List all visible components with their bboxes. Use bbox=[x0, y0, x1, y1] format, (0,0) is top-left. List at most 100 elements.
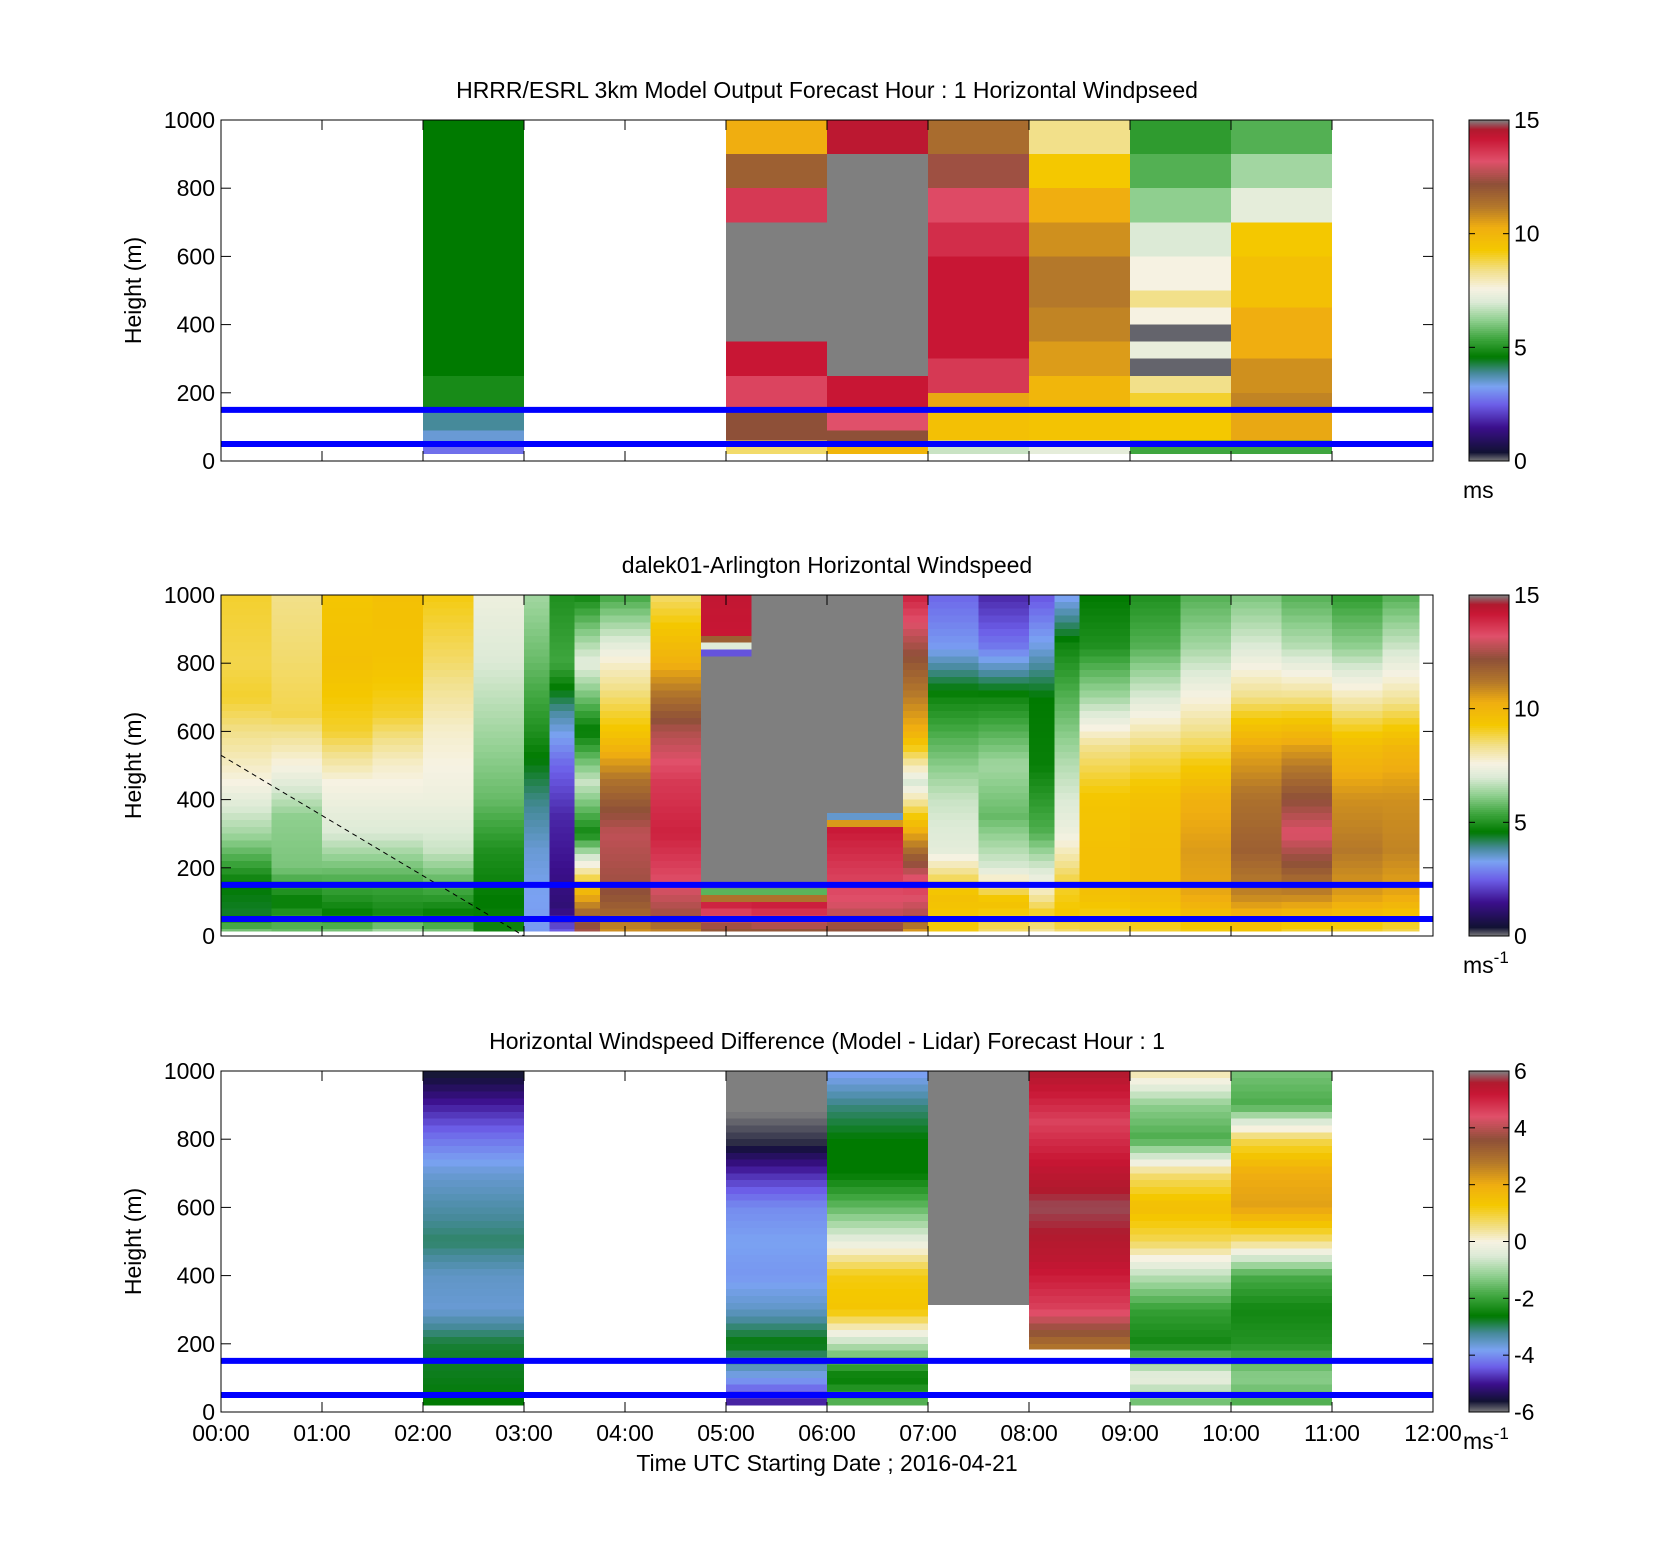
heatmap-cell bbox=[1054, 874, 1080, 882]
heatmap-cell bbox=[1382, 745, 1420, 753]
x-tick-label: 10:00 bbox=[1202, 1420, 1260, 1446]
heatmap-cell bbox=[726, 1323, 827, 1331]
heatmap-cell bbox=[524, 895, 550, 903]
heatmap-cell bbox=[928, 1193, 1029, 1202]
heatmap-cell bbox=[1130, 1323, 1231, 1331]
colorbar-segment bbox=[1469, 1189, 1509, 1192]
heatmap-cell bbox=[726, 154, 827, 189]
heatmap-cell bbox=[700, 683, 752, 691]
y-tick-label: 400 bbox=[177, 312, 215, 338]
heatmap-cell bbox=[1130, 1111, 1231, 1120]
heatmap-cell bbox=[1130, 392, 1231, 410]
heatmap-cell bbox=[271, 929, 322, 932]
heatmap-cell bbox=[1281, 615, 1332, 623]
heatmap-cell bbox=[271, 710, 322, 719]
heatmap-cell bbox=[1332, 690, 1383, 698]
y-tick-label: 1000 bbox=[164, 1058, 215, 1084]
heatmap-cell bbox=[751, 738, 827, 746]
colorbar-segment bbox=[1469, 358, 1509, 362]
heatmap-cell bbox=[751, 813, 827, 821]
heatmap-cell bbox=[978, 854, 1029, 862]
heatmap-cell bbox=[1231, 670, 1282, 678]
colorbar-segment bbox=[1469, 362, 1509, 366]
heatmap-cell bbox=[650, 601, 701, 610]
colorbar-segment bbox=[1469, 923, 1509, 927]
heatmap-cell bbox=[1231, 929, 1282, 932]
colorbar-segment bbox=[1469, 206, 1509, 209]
colorbar-segment bbox=[1469, 1107, 1509, 1110]
heatmap-cell bbox=[1029, 1289, 1130, 1297]
heatmap-cell bbox=[423, 1139, 524, 1147]
heatmap-cell bbox=[599, 799, 651, 807]
heatmap-cell bbox=[549, 629, 575, 637]
heatmap-cell bbox=[574, 690, 600, 698]
heatmap-cell bbox=[1130, 1336, 1231, 1345]
colorbar-segment bbox=[1469, 304, 1509, 308]
heatmap-cell bbox=[1130, 1186, 1231, 1195]
heatmap-cell bbox=[1054, 635, 1080, 644]
heatmap-cell bbox=[1054, 642, 1080, 651]
colorbar-segment bbox=[1469, 651, 1509, 654]
heatmap-cell bbox=[372, 820, 423, 828]
heatmap-cell bbox=[1332, 772, 1383, 780]
heatmap-cell bbox=[1079, 724, 1130, 732]
heatmap-cell bbox=[928, 656, 979, 664]
colorbar-segment bbox=[1469, 1295, 1509, 1299]
heatmap-cell bbox=[1231, 608, 1282, 616]
heatmap-cell bbox=[372, 629, 423, 637]
heatmap-cell bbox=[827, 1248, 928, 1256]
heatmap-cell bbox=[928, 615, 979, 623]
colorbar-segment bbox=[1469, 432, 1509, 436]
heatmap-cell bbox=[978, 779, 1029, 787]
heatmap-cell bbox=[322, 683, 373, 691]
heatmap-cell bbox=[221, 895, 272, 903]
heatmap-cell bbox=[1281, 683, 1332, 691]
heatmap-cell bbox=[423, 1289, 524, 1297]
colorbar-segment bbox=[1469, 1343, 1509, 1347]
colorbar-segment bbox=[1469, 713, 1509, 716]
heatmap-cell bbox=[599, 901, 651, 910]
heatmap-cell bbox=[473, 608, 524, 616]
heatmap-cell bbox=[1231, 806, 1282, 814]
heatmap-cell bbox=[827, 813, 903, 821]
colorbar-segment bbox=[1469, 424, 1509, 428]
colorbar-segment bbox=[1469, 769, 1509, 773]
colorbar-segment bbox=[1469, 1183, 1509, 1186]
colorbar-segment bbox=[1469, 695, 1509, 698]
heatmap-cell bbox=[1029, 1330, 1130, 1338]
heatmap-cell bbox=[827, 1227, 928, 1236]
heatmap-cell bbox=[1079, 751, 1130, 760]
colorbar-segment bbox=[1469, 643, 1509, 646]
colorbar-segment bbox=[1469, 629, 1509, 632]
colorbar-segment bbox=[1469, 268, 1509, 272]
heatmap-cell bbox=[1332, 751, 1383, 760]
colorbar-segment bbox=[1469, 1161, 1509, 1164]
y-tick-label: 800 bbox=[177, 175, 215, 201]
heatmap-cell bbox=[423, 430, 524, 443]
colorbar-segment bbox=[1469, 783, 1509, 787]
heatmap-cell bbox=[1029, 256, 1130, 308]
heatmap-cell bbox=[271, 751, 322, 760]
heatmap-cell bbox=[271, 635, 322, 644]
panel-title: Horizontal Windspeed Difference (Model -… bbox=[489, 1028, 1165, 1054]
heatmap-cell bbox=[473, 690, 524, 698]
heatmap-cell bbox=[372, 649, 423, 657]
heatmap-cell bbox=[1029, 222, 1130, 257]
heatmap-cell bbox=[423, 601, 474, 610]
heatmap-cell bbox=[902, 608, 928, 616]
heatmap-cell bbox=[928, 1275, 1029, 1283]
heatmap-cell bbox=[322, 929, 373, 932]
colorbar-segment bbox=[1469, 1207, 1509, 1211]
heatmap-cell bbox=[549, 888, 575, 896]
colorbar-segment bbox=[1469, 324, 1509, 328]
heatmap-cell bbox=[1382, 676, 1420, 685]
colorbar-segment bbox=[1469, 174, 1509, 177]
heatmap-cell bbox=[524, 826, 550, 835]
colorbar-segment bbox=[1469, 743, 1509, 747]
heatmap-cell bbox=[524, 854, 550, 862]
heatmap-cell bbox=[423, 867, 474, 876]
colorbar-segment bbox=[1469, 1397, 1509, 1401]
heatmap-cell bbox=[599, 622, 651, 630]
heatmap-cell bbox=[650, 874, 701, 882]
heatmap-cell bbox=[473, 813, 524, 821]
